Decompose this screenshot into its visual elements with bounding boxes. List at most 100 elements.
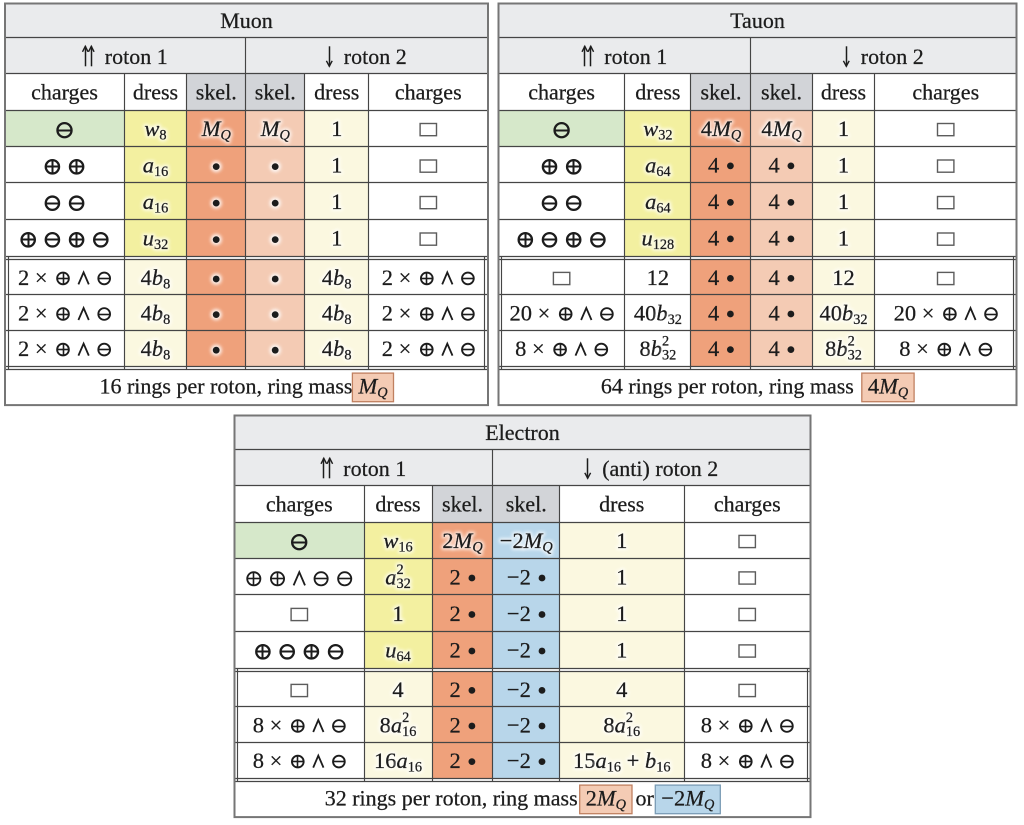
svg-text:4: 4 bbox=[141, 265, 152, 290]
svg-text:64: 64 bbox=[656, 164, 670, 180]
svg-text:skel.: skel. bbox=[506, 491, 547, 516]
svg-text:u: u bbox=[143, 225, 154, 250]
svg-text:2 ×: 2 × bbox=[18, 265, 48, 290]
svg-text:4: 4 bbox=[769, 189, 780, 214]
svg-text:32: 32 bbox=[662, 348, 676, 364]
svg-text:a: a bbox=[385, 564, 396, 589]
svg-text:8: 8 bbox=[159, 127, 166, 143]
svg-text:4: 4 bbox=[322, 301, 333, 326]
svg-text:2 ×: 2 × bbox=[382, 301, 412, 326]
svg-text:2: 2 bbox=[626, 710, 633, 726]
svg-text:16 rings per roton, ring mass: 16 rings per roton, ring mass bbox=[99, 374, 352, 399]
svg-text:a: a bbox=[615, 713, 626, 738]
svg-text:8: 8 bbox=[163, 276, 170, 292]
svg-text:b: b bbox=[152, 301, 163, 326]
svg-text:4: 4 bbox=[322, 265, 333, 290]
svg-text:Q: Q bbox=[616, 797, 627, 813]
svg-text:dress: dress bbox=[821, 79, 866, 104]
svg-text:8: 8 bbox=[163, 348, 170, 364]
svg-text:roton 2: roton 2 bbox=[861, 44, 924, 69]
svg-text:Q: Q bbox=[220, 127, 231, 143]
svg-text:charges: charges bbox=[31, 79, 98, 104]
svg-text:−2: −2 bbox=[500, 528, 524, 553]
svg-text:M: M bbox=[596, 786, 617, 811]
svg-text:b: b bbox=[656, 301, 667, 326]
svg-text:4: 4 bbox=[392, 677, 403, 702]
svg-text:4: 4 bbox=[141, 301, 152, 326]
svg-text:2 ×: 2 × bbox=[18, 301, 48, 326]
svg-text:4: 4 bbox=[392, 677, 403, 702]
svg-text:8: 8 bbox=[344, 276, 351, 292]
svg-text:a: a bbox=[645, 152, 656, 177]
svg-text:8 ×: 8 × bbox=[701, 748, 731, 773]
svg-text:4: 4 bbox=[141, 265, 152, 290]
svg-text:4: 4 bbox=[708, 265, 719, 290]
svg-text:8 ×: 8 × bbox=[253, 748, 283, 773]
svg-text:a: a bbox=[391, 713, 402, 738]
svg-text:skel.: skel. bbox=[255, 79, 296, 104]
svg-text:Q: Q bbox=[279, 127, 290, 143]
svg-text:M: M bbox=[260, 116, 281, 141]
svg-text:1: 1 bbox=[838, 189, 849, 214]
svg-text:16: 16 bbox=[154, 164, 168, 180]
svg-text:16: 16 bbox=[402, 724, 416, 740]
svg-text:charges: charges bbox=[912, 79, 979, 104]
svg-text:2: 2 bbox=[848, 334, 855, 350]
svg-text:−2: −2 bbox=[507, 601, 531, 626]
svg-text:20 ×: 20 × bbox=[894, 301, 935, 326]
svg-text:32: 32 bbox=[396, 576, 410, 592]
svg-text:−2: −2 bbox=[507, 564, 531, 589]
svg-text:16: 16 bbox=[607, 760, 621, 776]
svg-text:Q: Q bbox=[472, 539, 483, 555]
svg-text:1: 1 bbox=[616, 601, 627, 626]
svg-text:4: 4 bbox=[769, 152, 780, 177]
svg-text:16: 16 bbox=[154, 200, 168, 216]
svg-text:2: 2 bbox=[450, 601, 461, 626]
svg-text:(anti) roton 2: (anti) roton 2 bbox=[602, 456, 718, 481]
svg-text:skel.: skel. bbox=[701, 79, 742, 104]
svg-text:charges: charges bbox=[528, 79, 595, 104]
svg-text:M: M bbox=[453, 528, 474, 553]
svg-text:8: 8 bbox=[825, 336, 836, 361]
svg-text:w: w bbox=[383, 528, 398, 553]
svg-text:2: 2 bbox=[662, 334, 669, 350]
svg-text:u: u bbox=[385, 637, 396, 662]
svg-text:w: w bbox=[383, 528, 398, 553]
svg-text:a: a bbox=[143, 189, 154, 214]
svg-text:16: 16 bbox=[374, 748, 397, 773]
svg-text:M: M bbox=[523, 528, 544, 553]
svg-text:8 ×: 8 × bbox=[515, 336, 545, 361]
svg-text:b: b bbox=[836, 336, 847, 361]
svg-text:a: a bbox=[143, 152, 154, 177]
svg-text:a: a bbox=[645, 189, 656, 214]
svg-text:8: 8 bbox=[344, 312, 351, 328]
svg-text:M: M bbox=[523, 528, 544, 553]
svg-text:b: b bbox=[152, 336, 163, 361]
svg-text:−2: −2 bbox=[507, 748, 531, 773]
svg-text:2: 2 bbox=[450, 564, 461, 589]
svg-text:M: M bbox=[357, 374, 378, 399]
svg-text:8: 8 bbox=[163, 276, 170, 292]
svg-text:Q: Q bbox=[279, 127, 290, 143]
svg-text:2: 2 bbox=[450, 677, 461, 702]
svg-text:1: 1 bbox=[838, 152, 849, 177]
svg-text:4: 4 bbox=[322, 265, 333, 290]
svg-text:4: 4 bbox=[322, 336, 333, 361]
svg-text:b: b bbox=[656, 301, 667, 326]
svg-text:32: 32 bbox=[154, 237, 168, 253]
svg-text:a: a bbox=[143, 189, 154, 214]
svg-text:1: 1 bbox=[838, 225, 849, 250]
svg-text:4: 4 bbox=[708, 189, 719, 214]
svg-text:b: b bbox=[645, 748, 656, 773]
svg-text:b: b bbox=[645, 748, 656, 773]
svg-text:16: 16 bbox=[626, 724, 640, 740]
svg-text:40: 40 bbox=[634, 301, 657, 326]
svg-text:16: 16 bbox=[626, 724, 640, 740]
svg-text:2: 2 bbox=[396, 562, 403, 578]
svg-text:a: a bbox=[645, 189, 656, 214]
svg-text:16: 16 bbox=[656, 760, 670, 776]
svg-text:2 ×: 2 × bbox=[382, 265, 412, 290]
svg-text:4: 4 bbox=[769, 265, 780, 290]
svg-text:−2: −2 bbox=[507, 637, 531, 662]
svg-text:−2: −2 bbox=[507, 677, 531, 702]
